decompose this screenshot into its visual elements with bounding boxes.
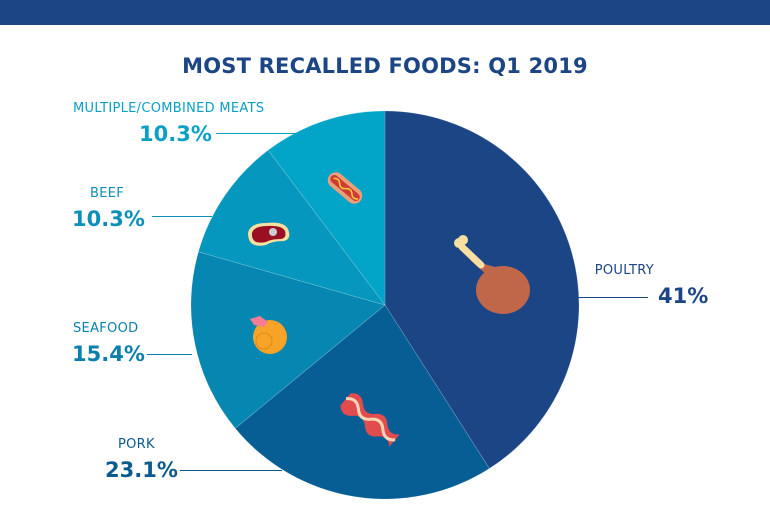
chicken-leg-icon: [454, 235, 530, 314]
value-poultry: 41%: [658, 284, 709, 308]
value-multiple-combined-meats: 10.3%: [139, 122, 212, 146]
pie-slice-seafood: [190, 251, 386, 429]
value-beef: 10.3%: [72, 207, 145, 231]
value-seafood: 15.4%: [72, 342, 145, 366]
label-beef: BEEF: [90, 186, 125, 201]
leader-line-poultry: [578, 297, 648, 298]
hotdog-icon: [327, 172, 363, 204]
steak-icon: [248, 222, 290, 246]
label-poultry: POULTRY: [594, 263, 654, 278]
leader-line-seafood: [147, 354, 192, 355]
label-multiple-combined-meats: MULTIPLE/COMBINED MEATS: [73, 101, 265, 116]
value-pork: 23.1%: [105, 458, 178, 482]
pie-slice-beef: [198, 149, 386, 306]
label-seafood: SEAFOOD: [73, 321, 139, 336]
bacon-icon: [340, 393, 400, 447]
label-pork: PORK: [118, 437, 155, 452]
leader-line-beef: [152, 216, 212, 217]
leader-line-multiple-combined-meats: [216, 133, 296, 134]
header-bar: [0, 0, 770, 25]
shrimp-icon: [250, 316, 287, 354]
leader-line-pork: [180, 470, 282, 471]
chart-title: MOST RECALLED FOODS: Q1 2019: [182, 54, 588, 78]
pie-slice-multiple-combined-meats: [267, 110, 386, 306]
